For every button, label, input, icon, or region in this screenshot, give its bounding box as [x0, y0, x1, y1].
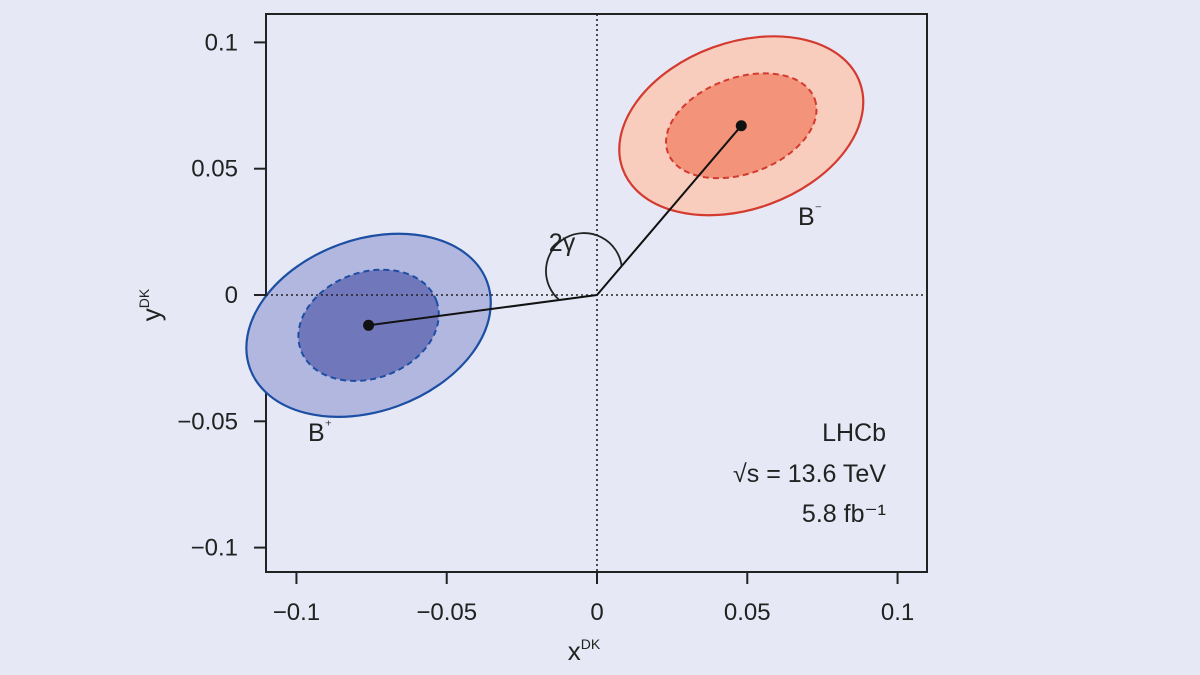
x-axis-label-main: x [568, 636, 581, 666]
y-tick-label-2: 0 [225, 282, 238, 309]
y-axis-label-main: y [136, 308, 166, 321]
plot-area: 2γ B⁺B⁻ LHCb √s = 13.6 TeV 5.8 fb⁻¹ [245, 13, 928, 573]
vector-line-1 [596, 125, 743, 296]
y-tick-label-1: 0.05 [191, 156, 238, 183]
x-axis-label-sup: DK [581, 636, 601, 652]
series-label-0-main: B [308, 419, 325, 447]
series-label-1-sup: ⁻ [815, 201, 822, 217]
angle-arc [545, 232, 623, 301]
x-tick-label-4: 0.1 [881, 599, 914, 626]
x-axis-label: xDK [568, 636, 601, 666]
x-tick-label-0: −0.1 [273, 599, 320, 626]
center-point-0 [363, 319, 375, 331]
series-label-1-main: B [798, 203, 815, 231]
x-tick-label-3: 0.05 [724, 599, 771, 626]
angle-label: 2γ [549, 229, 576, 257]
y-tick-label-4: −0.1 [191, 535, 238, 562]
y-tick-label-0: 0.1 [205, 29, 238, 56]
x-axis: −0.1 −0.05 0 0.05 0.1 [273, 572, 914, 626]
series-label-1: B⁻ [798, 201, 822, 231]
luminosity-label: 5.8 fb⁻¹ [802, 500, 886, 528]
contour-layer [245, 35, 865, 418]
series-label-0: B⁺ [308, 417, 332, 447]
y-tick-label-3: −0.05 [177, 408, 238, 435]
series-label-0-sup: ⁺ [325, 417, 332, 433]
energy-label: √s = 13.6 TeV [733, 460, 886, 488]
experiment-label: LHCb [822, 419, 886, 447]
center-point-1 [735, 120, 747, 132]
y-axis-label-sup: DK [136, 288, 152, 308]
x-tick-label-2: 0 [590, 599, 603, 626]
y-axis: 0.1 0.05 0 −0.05 −0.1 [177, 29, 266, 562]
x-tick-label-1: −0.05 [416, 599, 477, 626]
series-label-layer: B⁺B⁻ [308, 201, 822, 447]
y-axis-label: yDK [136, 288, 166, 321]
